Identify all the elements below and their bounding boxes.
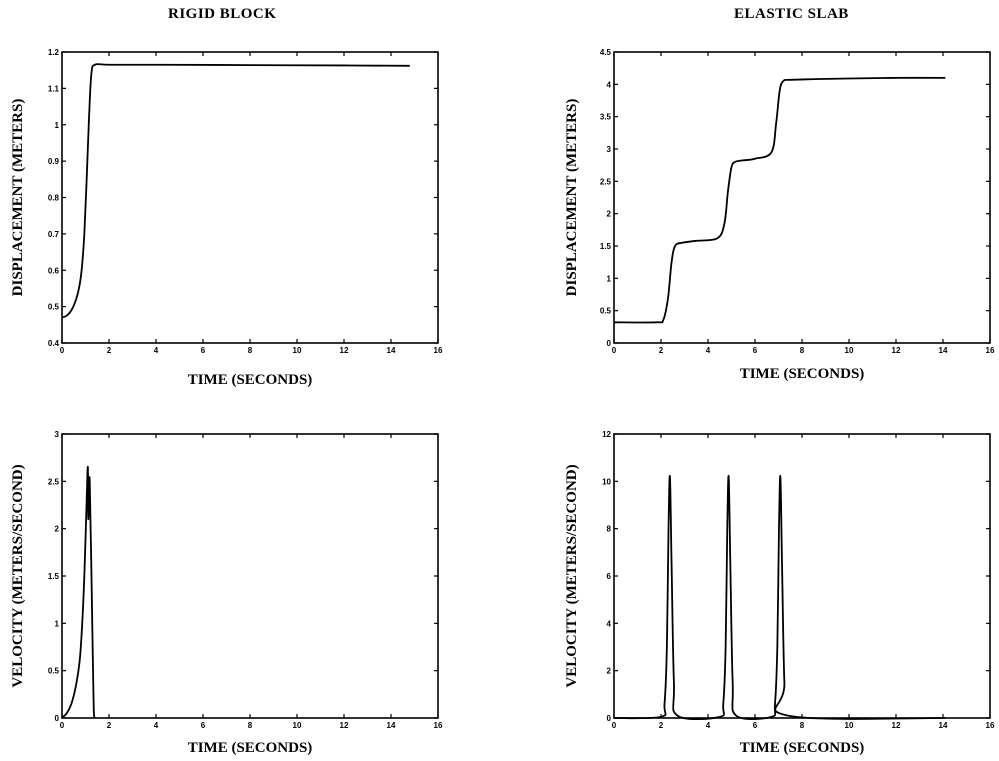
rigid-displacement-x-tick-label: 4 xyxy=(154,346,159,355)
rigid-displacement-y-tick-label: 0.8 xyxy=(48,194,60,203)
rigid-displacement-plot-frame xyxy=(61,51,439,344)
elastic-displacement-y-tick-label: 1 xyxy=(607,274,612,283)
rigid-velocity-y-axis-title: VELOCITY (METERS/SECOND) xyxy=(10,464,26,687)
elastic-displacement-y-tick-label: 0.5 xyxy=(600,307,612,316)
elastic-displacement-chart: 0 2 4 6 8 10 12 14 16 0 0.5 1 1.5 2 2.5 3 3.5 4 4.5 TIME (S… xyxy=(564,48,995,382)
rigid-velocity-x-tick-label: 0 xyxy=(60,721,65,730)
elastic-velocity-y-axis-title: VELOCITY (METERS/SECOND) xyxy=(564,464,580,687)
elastic-displacement-y-tick-label: 4 xyxy=(607,80,612,89)
rigid-velocity-y-tick-label: 1 xyxy=(55,619,60,628)
rigid-velocity-x-tick-label: 8 xyxy=(248,721,253,730)
rigid-velocity-x-tick-label: 6 xyxy=(201,721,206,730)
rigid-displacement-chart: 0 2 4 6 8 10 12 14 16 0.4 0.5 0.6 0.7 0.8 0.9 1 1.1 1.2 TI… xyxy=(10,48,443,388)
rigid-displacement-y-tick-label: 0.9 xyxy=(48,157,60,166)
elastic-displacement-x-tick-label: 2 xyxy=(659,346,664,355)
rigid-velocity-x-tick-label: 16 xyxy=(434,721,443,730)
elastic-velocity-chart: 0 2 4 6 8 10 12 14 16 0 2 4 6 8 10 12 TIME (SECONDS) VELO… xyxy=(564,430,995,756)
elastic-displacement-x-tick-label: 4 xyxy=(706,346,711,355)
rigid-displacement-y-tick-label: 1.2 xyxy=(48,48,60,57)
elastic-displacement-x-tick-label: 6 xyxy=(753,346,758,355)
elastic-velocity-y-tick-label: 12 xyxy=(602,430,611,439)
rigid-displacement-x-tick-label: 2 xyxy=(107,346,112,355)
elastic-velocity-x-tick-label: 6 xyxy=(753,721,758,730)
rigid-displacement-x-tick-label: 8 xyxy=(248,346,253,355)
elastic-velocity-y-tick-label: 8 xyxy=(607,525,612,534)
rigid-displacement-x-tick-label: 16 xyxy=(434,346,443,355)
elastic-slab-column-title: ELASTIC SLAB xyxy=(734,6,849,22)
elastic-velocity-y-tick-label: 0 xyxy=(607,714,612,723)
rigid-block-column-title: RIGID BLOCK xyxy=(168,6,277,22)
elastic-displacement-y-tick-label: 3 xyxy=(607,145,612,154)
elastic-displacement-y-tick-label: 1.5 xyxy=(600,242,612,251)
rigid-velocity-y-tick-label: 2.5 xyxy=(48,477,60,486)
elastic-displacement-y-axis-title: DISPLACEMENT (METERS) xyxy=(564,99,580,297)
rigid-displacement-x-tick-label: 6 xyxy=(201,346,206,355)
elastic-velocity-y-tick-label: 10 xyxy=(602,477,611,486)
rigid-velocity-plot-frame xyxy=(61,433,439,719)
rigid-displacement-x-tick-label: 14 xyxy=(387,346,396,355)
rigid-velocity-x-axis-title: TIME (SECONDS) xyxy=(188,740,313,756)
elastic-velocity-x-tick-label: 2 xyxy=(659,721,664,730)
elastic-velocity-y-tick-label: 4 xyxy=(607,619,612,628)
rigid-velocity-x-tick-label: 10 xyxy=(293,721,302,730)
rigid-displacement-y-tick-label: 1 xyxy=(55,121,60,130)
elastic-displacement-x-tick-label: 0 xyxy=(612,346,617,355)
rigid-velocity-y-tick-label: 0 xyxy=(55,714,60,723)
rigid-displacement-y-tick-label: 1.1 xyxy=(48,84,60,93)
elastic-velocity-y-tick-label: 2 xyxy=(607,667,612,676)
rigid-displacement-x-tick-label: 12 xyxy=(340,346,349,355)
elastic-displacement-x-axis-title: TIME (SECONDS) xyxy=(740,366,865,382)
rigid-velocity-y-tick-label: 2 xyxy=(55,525,60,534)
elastic-velocity-x-tick-label: 10 xyxy=(845,721,854,730)
rigid-velocity-chart: 0 2 4 6 8 10 12 14 16 0 0.5 1 1.5 2 2.5 3 TIME (SECONDS)… xyxy=(10,430,443,756)
elastic-displacement-y-tick-label: 4.5 xyxy=(600,48,612,57)
rigid-displacement-series-line-0 xyxy=(61,63,410,319)
elastic-velocity-x-tick-label: 8 xyxy=(800,721,805,730)
rigid-displacement-y-tick-label: 0.5 xyxy=(48,303,60,312)
rigid-velocity-y-tick-label: 0.5 xyxy=(48,667,60,676)
rigid-displacement-y-axis-title: DISPLACEMENT (METERS) xyxy=(10,99,26,297)
elastic-displacement-x-tick-label: 10 xyxy=(845,346,854,355)
rigid-velocity-y-tick-label: 3 xyxy=(55,430,60,439)
elastic-displacement-y-tick-label: 0 xyxy=(607,339,612,348)
elastic-displacement-x-tick-label: 16 xyxy=(986,346,995,355)
elastic-displacement-y-tick-label: 2 xyxy=(607,210,612,219)
rigid-displacement-y-tick-label: 0.7 xyxy=(48,230,60,239)
elastic-displacement-x-tick-label: 14 xyxy=(939,346,948,355)
elastic-velocity-x-tick-label: 12 xyxy=(892,721,901,730)
rigid-velocity-x-tick-label: 12 xyxy=(340,721,349,730)
elastic-velocity-x-tick-label: 0 xyxy=(612,721,617,730)
rigid-displacement-x-axis-title: TIME (SECONDS) xyxy=(188,372,313,388)
rigid-displacement-x-tick-label: 0 xyxy=(60,346,65,355)
elastic-displacement-plot-frame xyxy=(613,51,991,344)
rigid-displacement-x-tick-label: 10 xyxy=(293,346,302,355)
rigid-displacement-y-tick-label: 0.6 xyxy=(48,266,60,275)
elastic-displacement-y-tick-label: 3.5 xyxy=(600,113,612,122)
rigid-velocity-x-tick-label: 2 xyxy=(107,721,112,730)
elastic-displacement-y-tick-label: 2.5 xyxy=(600,177,612,186)
elastic-velocity-x-tick-label: 4 xyxy=(706,721,711,730)
elastic-displacement-series-line-0 xyxy=(613,76,946,324)
elastic-velocity-x-tick-label: 14 xyxy=(939,721,948,730)
elastic-velocity-x-axis-title: TIME (SECONDS) xyxy=(740,740,865,756)
rigid-velocity-x-tick-label: 14 xyxy=(387,721,396,730)
rigid-velocity-x-tick-label: 4 xyxy=(154,721,159,730)
elastic-velocity-x-tick-label: 16 xyxy=(986,721,995,730)
elastic-displacement-x-tick-label: 12 xyxy=(892,346,901,355)
rigid-displacement-y-tick-label: 0.4 xyxy=(48,339,60,348)
elastic-displacement-x-tick-label: 8 xyxy=(800,346,805,355)
rigid-velocity-series-line-0 xyxy=(61,466,96,719)
rigid-velocity-y-tick-label: 1.5 xyxy=(48,572,60,581)
elastic-velocity-y-tick-label: 6 xyxy=(607,572,612,581)
elastic-velocity-series-line-0 xyxy=(613,475,946,721)
